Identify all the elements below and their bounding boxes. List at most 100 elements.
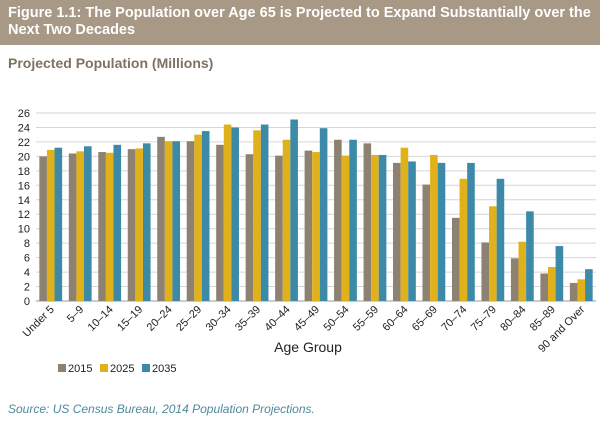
x-tick-label: 15–19 [115, 304, 145, 334]
bar-2035 [467, 162, 475, 301]
y-tick-label: 18 [18, 166, 30, 178]
bar-2025 [312, 152, 320, 301]
bar-2035 [526, 211, 534, 301]
bar-2015 [481, 242, 490, 301]
y-tick-label: 4 [24, 267, 30, 279]
chart-subtitle: Projected Population (Millions) [8, 55, 214, 71]
x-tick-label: 35–39 [233, 304, 263, 334]
y-tick-label: 10 [18, 224, 30, 236]
bar-2025 [400, 147, 409, 301]
bar-2035 [84, 146, 92, 301]
y-tick-label: 26 [18, 108, 30, 120]
bar-2035 [142, 143, 151, 301]
bar-2025 [194, 134, 202, 301]
x-tick-label: 25–29 [174, 304, 204, 334]
figure-header: Figure 1.1: The Population over Age 65 i… [0, 0, 600, 45]
bar-2025 [371, 154, 379, 301]
bar-2015 [569, 282, 578, 301]
bar-2025 [518, 241, 527, 301]
x-tick-label: 65–69 [410, 304, 440, 334]
bar-2025 [430, 154, 438, 301]
bar-2015 [510, 258, 519, 301]
y-tick-label: 14 [18, 195, 30, 207]
bar-2015 [540, 273, 548, 301]
bar-2015 [216, 144, 224, 301]
bar-2025 [341, 155, 350, 301]
legend-label: 2015 [68, 363, 92, 375]
bar-2025 [223, 124, 232, 301]
legend-label: 2025 [110, 363, 134, 375]
x-tick-label: 60–64 [380, 304, 410, 334]
x-tick-label: 55–59 [351, 304, 381, 334]
x-tick-label: 70–74 [439, 304, 469, 334]
bar-2025 [282, 139, 291, 301]
bar-2015 [334, 139, 342, 301]
x-tick-label: 80–84 [498, 304, 528, 334]
x-tick-label: 75–79 [469, 304, 499, 334]
x-tick-label: 5–9 [65, 304, 86, 325]
bar-2025 [547, 267, 556, 301]
legend: 2015 2025 2035 [58, 363, 176, 375]
y-tick-label: 6 [24, 253, 30, 265]
bar-2025 [164, 141, 173, 301]
bar-2015 [393, 162, 401, 301]
bar-2025 [135, 148, 143, 301]
bar-2015 [275, 155, 283, 301]
bar-2035 [201, 131, 210, 301]
x-tick-label: 45–49 [292, 304, 322, 334]
x-tick-label: 40–44 [263, 304, 293, 334]
bar-2035 [496, 178, 505, 301]
bar-2035 [231, 127, 239, 302]
bar-2025 [105, 152, 114, 301]
y-tick-label: 12 [18, 209, 30, 221]
figure-title: Figure 1.1: The Population over Age 65 i… [8, 5, 591, 38]
bar-2035 [54, 147, 63, 301]
bar-2015 [245, 154, 254, 301]
bar-2035 [585, 269, 593, 301]
bar-2015 [422, 184, 431, 301]
bar-2015 [127, 149, 136, 301]
y-tick-label: 16 [18, 180, 30, 192]
bar-2035 [378, 154, 387, 301]
bar-2015 [363, 143, 372, 301]
bar-2025 [459, 178, 468, 301]
x-tick-label: Under 5 [21, 304, 57, 340]
y-tick-label: 22 [18, 137, 30, 149]
bar-2015 [98, 152, 106, 301]
bar-2035 [290, 119, 298, 301]
y-tick-label: 0 [24, 296, 30, 308]
legend-swatch-2035 [142, 364, 150, 372]
bar-2035 [437, 162, 446, 301]
bar-2025 [489, 206, 497, 301]
bar-2015 [304, 150, 313, 301]
bar-2035 [408, 161, 416, 301]
x-tick-label: 50–54 [321, 304, 351, 334]
legend-swatch-2015 [58, 364, 66, 372]
bar-2035 [349, 139, 357, 301]
y-tick-label: 20 [18, 151, 30, 163]
x-axis-label: Age Group [274, 339, 342, 355]
bar-2015 [39, 156, 47, 301]
bar-2025 [76, 151, 85, 301]
bar-2035 [555, 246, 564, 301]
x-tick-label: 20–24 [145, 304, 175, 334]
bar-2015 [451, 217, 460, 301]
y-tick-label: 8 [24, 238, 30, 250]
bar-2025 [46, 149, 55, 301]
bar-2015 [186, 141, 195, 301]
legend-swatch-2025 [100, 364, 108, 372]
bar-2035 [113, 144, 122, 301]
bar-2035 [172, 141, 181, 301]
bar-2025 [253, 130, 261, 301]
y-tick-label: 2 [24, 282, 30, 294]
bar-2035 [260, 124, 269, 301]
x-tick-label: 10–14 [86, 304, 116, 334]
source-note: Source: US Census Bureau, 2014 Populatio… [8, 402, 315, 416]
x-tick-label: 30–34 [204, 304, 234, 334]
bar-2025 [577, 279, 586, 301]
y-tick-label: 24 [18, 122, 30, 134]
bar-2015 [157, 136, 165, 301]
bars [39, 119, 593, 302]
bar-2015 [68, 153, 77, 301]
